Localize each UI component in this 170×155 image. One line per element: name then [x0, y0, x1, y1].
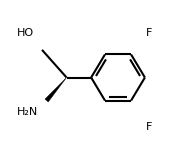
Text: HO: HO — [17, 28, 34, 38]
Text: F: F — [146, 122, 152, 132]
Text: F: F — [146, 28, 152, 38]
Polygon shape — [45, 78, 67, 102]
Text: H₂N: H₂N — [17, 107, 38, 117]
